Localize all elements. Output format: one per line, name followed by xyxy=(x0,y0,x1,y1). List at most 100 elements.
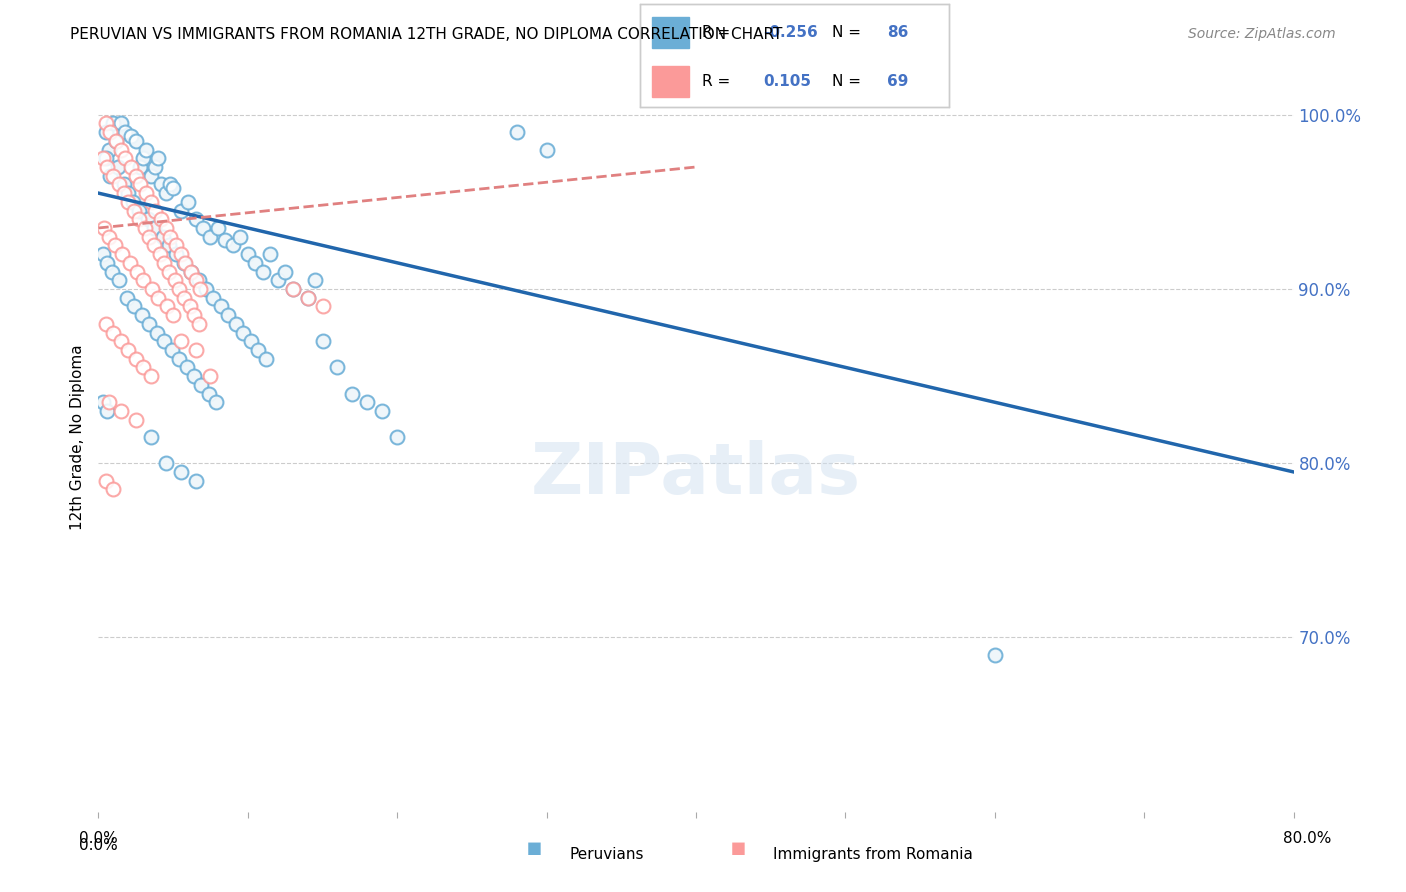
Point xyxy=(138,229,160,244)
Point xyxy=(236,247,259,261)
Point xyxy=(103,116,125,130)
Point xyxy=(267,273,290,287)
Text: -0.256: -0.256 xyxy=(763,25,818,39)
Point xyxy=(148,291,170,305)
Point xyxy=(98,169,122,183)
Point xyxy=(139,169,162,183)
Text: ▪: ▪ xyxy=(526,836,543,860)
Point xyxy=(169,465,191,479)
Text: PERUVIAN VS IMMIGRANTS FROM ROMANIA 12TH GRADE, NO DIPLOMA CORRELATION CHART: PERUVIAN VS IMMIGRANTS FROM ROMANIA 12TH… xyxy=(70,27,783,42)
Point xyxy=(104,238,127,252)
Point xyxy=(180,264,202,278)
Point xyxy=(103,326,125,340)
Point xyxy=(385,430,409,444)
Point xyxy=(297,291,319,305)
Point xyxy=(187,317,209,331)
Text: 0.0%: 0.0% xyxy=(79,831,118,846)
Point xyxy=(139,430,162,444)
Point xyxy=(115,291,138,305)
Point xyxy=(125,134,148,148)
Point xyxy=(120,160,142,174)
Point xyxy=(183,308,205,322)
Point xyxy=(160,343,183,357)
Point xyxy=(148,151,170,165)
Point xyxy=(205,395,228,409)
Point xyxy=(155,456,177,470)
Point xyxy=(114,125,136,139)
Point xyxy=(207,221,229,235)
Point xyxy=(200,229,222,244)
Point xyxy=(191,221,214,235)
Point xyxy=(110,404,132,418)
Point xyxy=(152,229,174,244)
Point xyxy=(536,143,558,157)
Point xyxy=(274,264,297,278)
Point xyxy=(142,238,165,252)
Point xyxy=(94,151,117,165)
Point xyxy=(125,134,148,148)
Point xyxy=(131,308,153,322)
FancyBboxPatch shape xyxy=(652,66,689,96)
Point xyxy=(96,404,118,418)
Point xyxy=(125,351,148,366)
Point xyxy=(304,273,326,287)
Point xyxy=(135,143,157,157)
Text: R =: R = xyxy=(702,25,735,39)
Point xyxy=(222,238,245,252)
Point xyxy=(506,125,529,139)
Point xyxy=(167,351,190,366)
Point xyxy=(160,343,183,357)
Point xyxy=(141,282,163,296)
Point xyxy=(183,369,205,384)
Point xyxy=(112,178,135,192)
Point xyxy=(167,351,190,366)
Point xyxy=(159,178,181,192)
Point xyxy=(232,326,254,340)
Point xyxy=(163,273,186,287)
Point xyxy=(103,169,125,183)
Point xyxy=(184,474,207,488)
Point xyxy=(297,291,319,305)
Text: ▪: ▪ xyxy=(730,836,747,860)
Point xyxy=(356,395,378,409)
Point xyxy=(107,160,129,174)
Point xyxy=(274,264,297,278)
Point xyxy=(105,134,128,148)
Point xyxy=(165,238,187,252)
Text: N =: N = xyxy=(831,74,865,89)
Point xyxy=(156,299,179,313)
Point xyxy=(217,308,239,322)
Point xyxy=(155,221,177,235)
Point xyxy=(177,194,200,209)
Point xyxy=(232,326,254,340)
Point xyxy=(984,648,1007,662)
Point xyxy=(108,273,131,287)
Point xyxy=(138,317,160,331)
Point xyxy=(97,395,120,409)
Point xyxy=(118,256,141,270)
Text: 80.0%: 80.0% xyxy=(1284,831,1331,846)
Text: 86: 86 xyxy=(887,25,908,39)
Point xyxy=(176,360,198,375)
Point xyxy=(191,221,214,235)
Point xyxy=(135,143,157,157)
Point xyxy=(371,404,394,418)
Point xyxy=(91,247,114,261)
Point xyxy=(94,125,117,139)
Point xyxy=(91,247,114,261)
Point xyxy=(984,648,1007,662)
Point xyxy=(129,160,152,174)
Point xyxy=(207,221,229,235)
Point xyxy=(143,160,166,174)
Point xyxy=(297,291,319,305)
Point xyxy=(142,221,165,235)
Point xyxy=(112,178,135,192)
Point xyxy=(97,143,120,157)
Point xyxy=(153,334,176,349)
Point xyxy=(96,404,118,418)
Point xyxy=(254,351,277,366)
Point xyxy=(121,194,143,209)
Point xyxy=(97,143,120,157)
Point xyxy=(153,334,176,349)
Point xyxy=(93,221,115,235)
